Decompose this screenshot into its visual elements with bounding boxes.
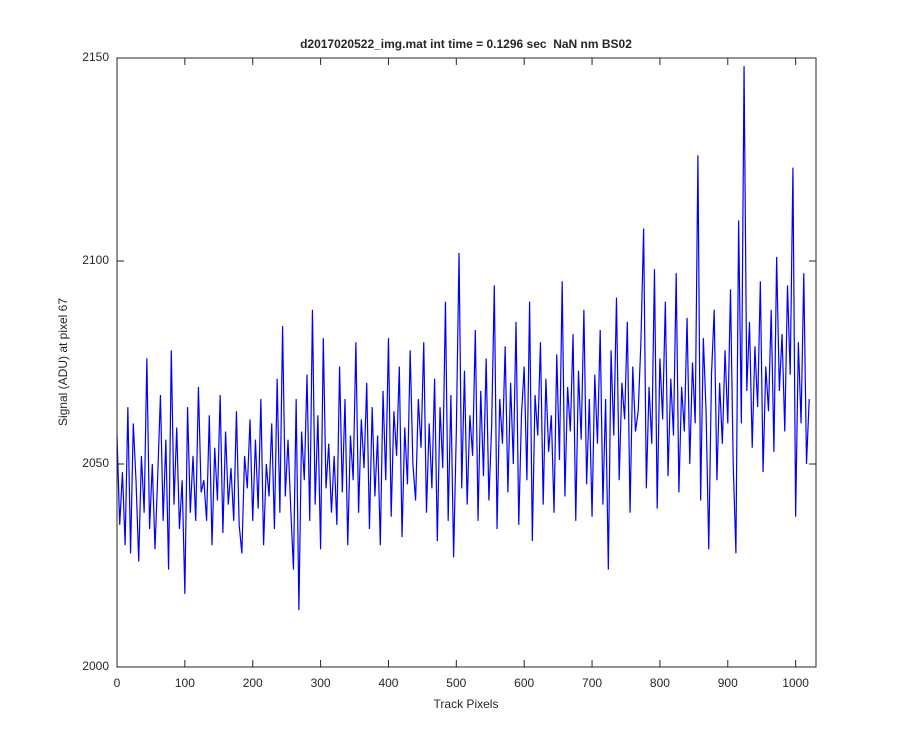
x-tick-label: 900 xyxy=(718,676,738,690)
y-axis-label: Signal (ADU) at pixel 67 xyxy=(56,298,70,426)
x-tick-label: 400 xyxy=(378,676,398,690)
x-axis-label: Track Pixels xyxy=(434,697,499,711)
x-tick-label: 1000 xyxy=(782,676,809,690)
x-tick-label: 800 xyxy=(650,676,670,690)
x-tick-label: 500 xyxy=(446,676,466,690)
x-tick-label: 600 xyxy=(514,676,534,690)
x-tick-label: 700 xyxy=(582,676,602,690)
x-tick-label: 300 xyxy=(311,676,331,690)
data-line xyxy=(116,66,810,611)
x-tick-label: 100 xyxy=(175,676,195,690)
x-tick-label: 200 xyxy=(243,676,263,690)
x-tick-label: 0 xyxy=(114,676,121,690)
y-tick-label: 2150 xyxy=(82,50,109,64)
chart-title: d2017020522_img.mat int time = 0.1296 se… xyxy=(300,37,632,51)
plot-frame xyxy=(116,57,817,668)
y-tick-label: 2100 xyxy=(82,253,109,267)
y-tick-label: 2050 xyxy=(82,456,109,470)
y-tick-label: 2000 xyxy=(82,659,109,673)
